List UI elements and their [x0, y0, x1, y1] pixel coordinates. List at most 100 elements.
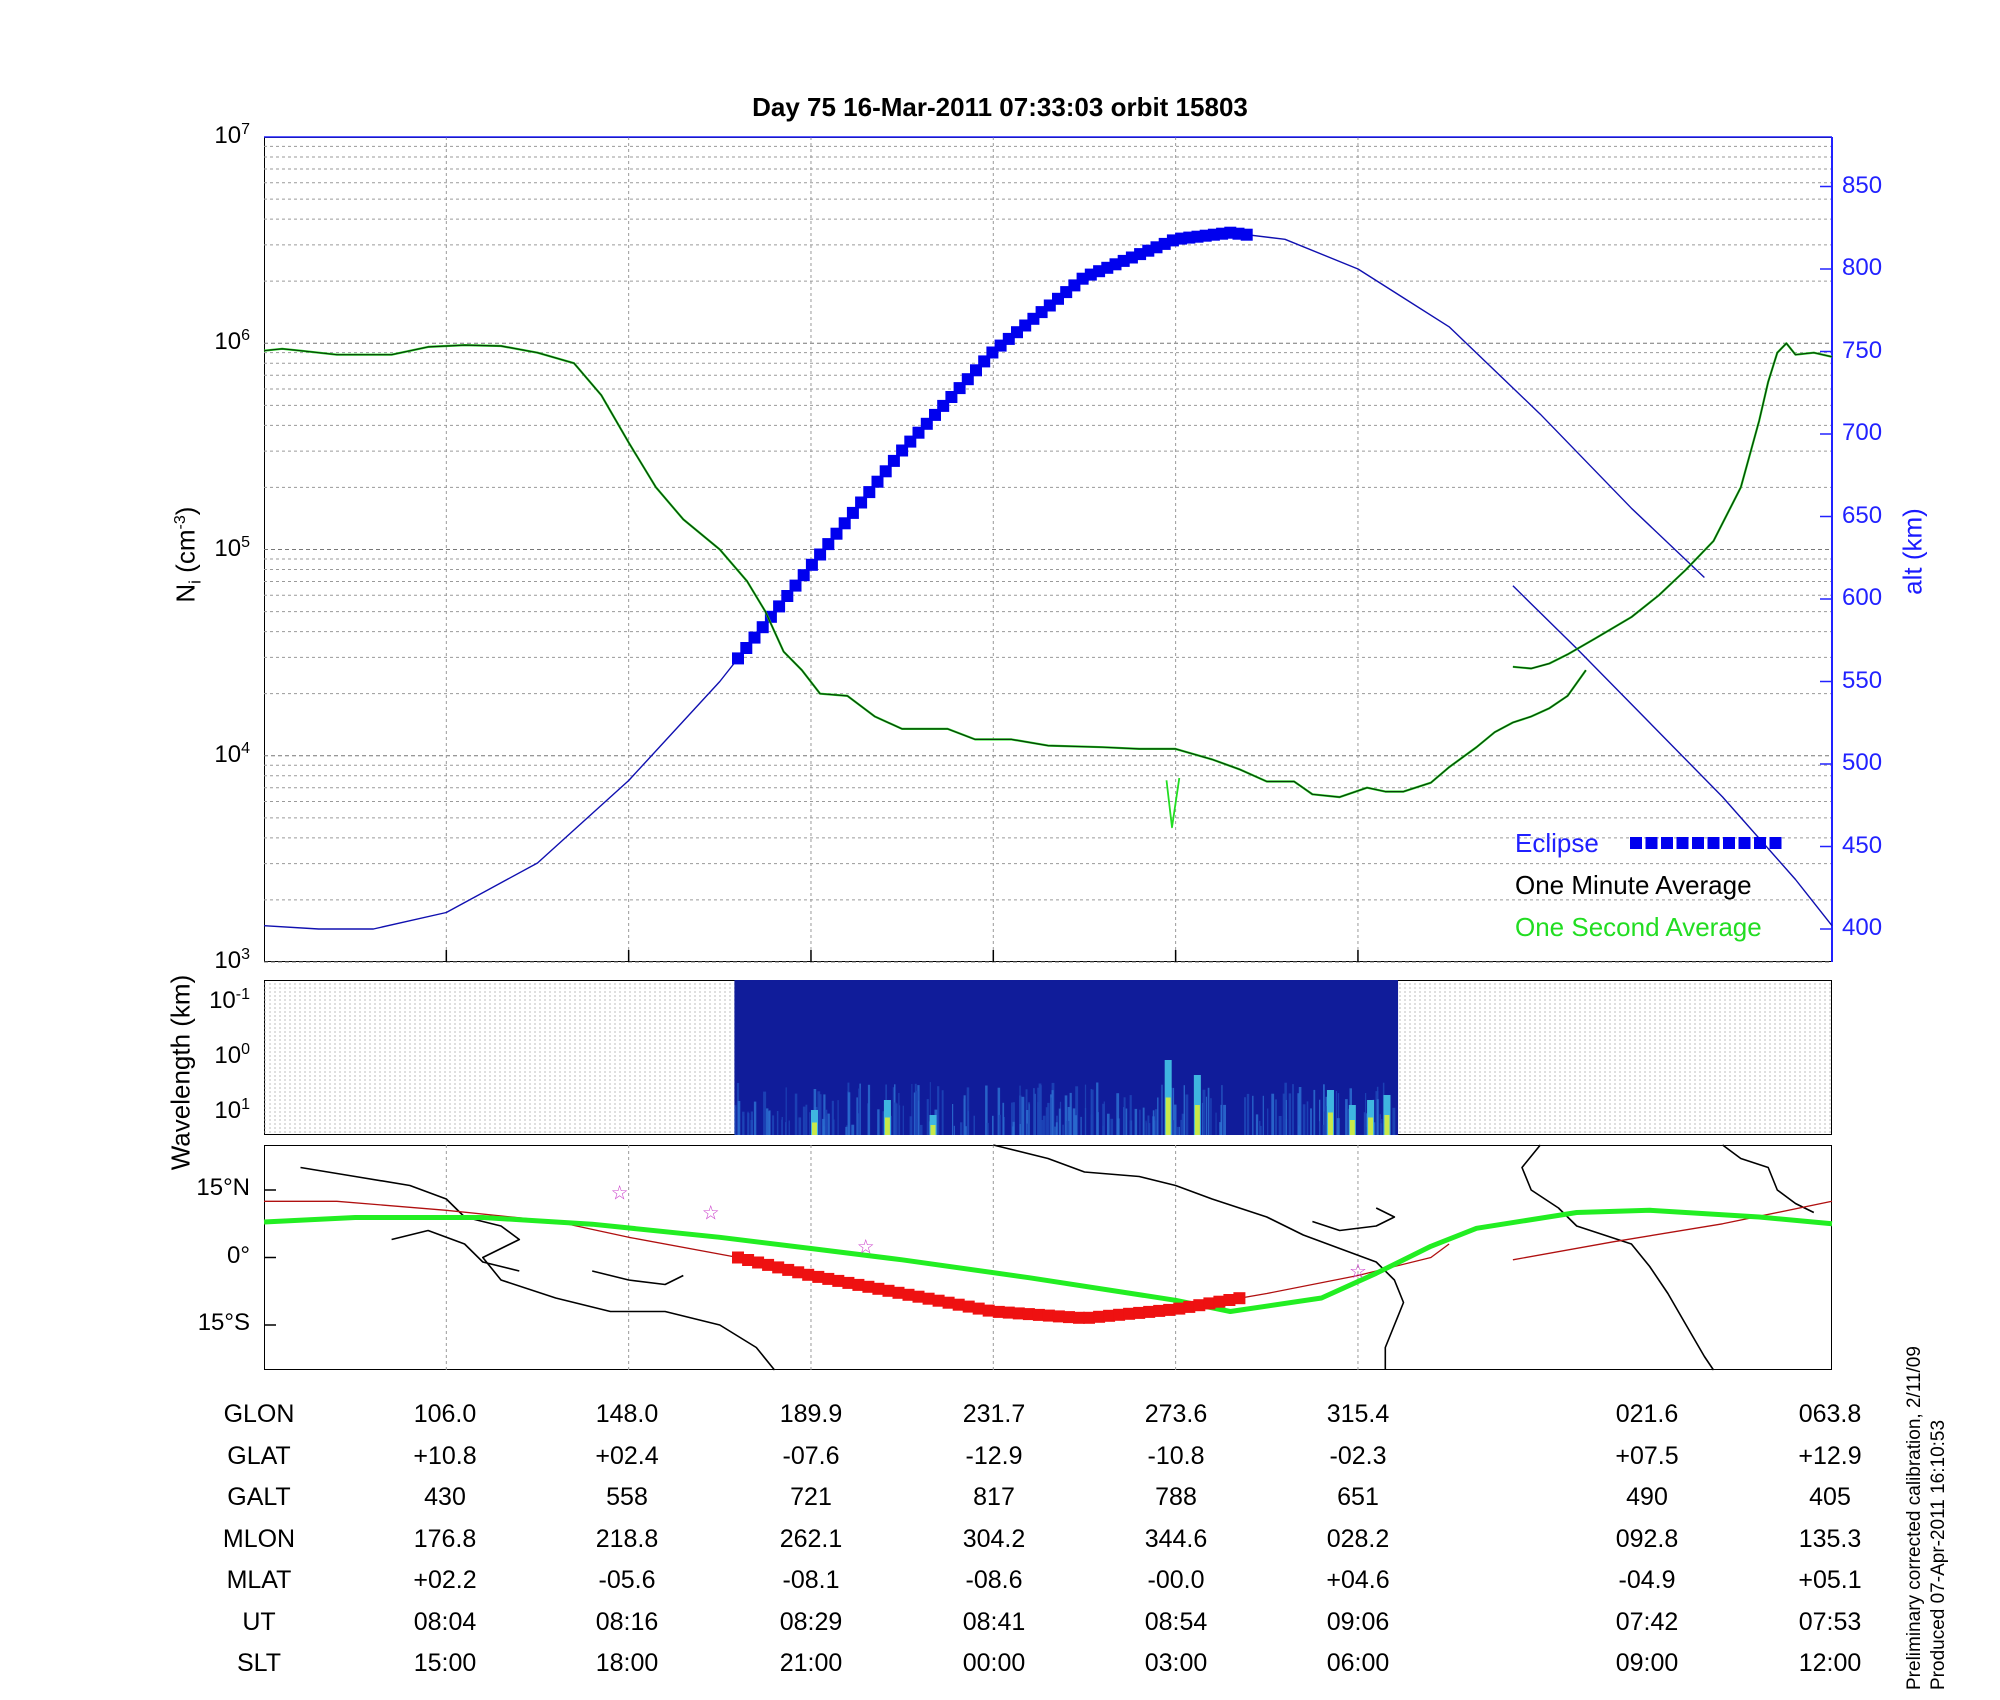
eclipse-track-marker: [782, 1263, 795, 1276]
spectrogram-streak: [1047, 1102, 1050, 1135]
table-cell: 00:00: [962, 1649, 1026, 1677]
spectrogram-streak: [1051, 1090, 1054, 1135]
altitude-axis-label: alt (km): [1897, 508, 1928, 595]
spectrogram-streak: [1012, 1102, 1015, 1135]
spectrogram-streak: [1074, 1115, 1078, 1135]
spectrogram-streak: [1381, 1119, 1383, 1135]
spectrogram-streak: [1019, 1085, 1021, 1135]
eclipse-marker: [814, 548, 827, 561]
table-cell: 18:00: [595, 1649, 659, 1677]
spectrogram-streak: [785, 1087, 787, 1135]
table-cell: +05.1: [1798, 1566, 1862, 1594]
spectrogram-streak: [895, 1103, 898, 1135]
spectrogram-streak: [892, 1087, 895, 1135]
spectrogram-streak: [823, 1094, 826, 1135]
spectrogram-streak: [1244, 1097, 1246, 1135]
altitude-line-2: [1512, 585, 1833, 927]
spectrogram-streak: [1147, 1115, 1150, 1135]
table-row-label: UT: [242, 1607, 276, 1636]
spectrogram-streak: [1323, 1084, 1325, 1135]
spectrogram-streak: [831, 1100, 834, 1135]
spectrogram-streak: [781, 1117, 783, 1135]
spectrogram-streak: [1171, 1120, 1175, 1135]
spectrogram-streak: [928, 1121, 930, 1135]
tick-base: 10: [209, 987, 236, 1014]
spectrogram-streak: [1259, 1120, 1261, 1135]
table-cell: 09:06: [1326, 1607, 1390, 1636]
eclipse-track-marker: [962, 1300, 975, 1313]
spectrogram-streak: [894, 1102, 897, 1135]
spectrogram-streak: [837, 1100, 839, 1135]
eclipse-track-marker: [892, 1286, 905, 1299]
spectrogram-streak: [998, 1114, 1001, 1135]
altitude-tick-label: 400: [1842, 914, 1883, 941]
spectrogram-streak: [1319, 1121, 1321, 1135]
spectrogram-streak: [794, 1093, 798, 1135]
spectrogram-streak: [1117, 1118, 1120, 1135]
table-cell: +07.5: [1615, 1441, 1679, 1470]
eclipse-track-marker: [1213, 1295, 1226, 1308]
table-cell: 218.8: [595, 1524, 659, 1553]
table-cell: +04.6: [1326, 1566, 1390, 1594]
legend-eclipse-square: [1692, 837, 1704, 849]
spectrogram-streak: [851, 1124, 855, 1135]
spectrogram-streak: [1026, 1110, 1029, 1135]
spectrogram-streak: [742, 1111, 745, 1135]
spectrogram-streak: [1379, 1114, 1381, 1135]
tick-exp: 6: [241, 327, 250, 345]
eclipse-track-marker: [1133, 1306, 1146, 1319]
eclipse-marker: [855, 496, 868, 509]
spectrogram-streak: [1039, 1085, 1042, 1135]
tick-base: 10: [214, 122, 242, 149]
eclipse-track-marker: [1012, 1307, 1025, 1320]
spectrogram-streak: [1066, 1121, 1070, 1135]
spectrogram-streak: [763, 1091, 767, 1135]
spectrogram-streak: [818, 1094, 822, 1135]
spectrogram-streak: [1223, 1104, 1226, 1135]
spectrogram-streak: [1041, 1120, 1044, 1135]
table-cell: 558: [606, 1483, 648, 1511]
altitude-tick-label: 700: [1842, 419, 1883, 446]
eclipse-marker: [732, 652, 744, 665]
spectrogram-streak: [805, 1104, 808, 1135]
spectrogram-streak: [997, 1087, 1001, 1135]
legend-eclipse: Eclipse: [1515, 828, 1599, 858]
table-cell: 063.8: [1798, 1400, 1862, 1428]
eclipse-track-marker: [1223, 1294, 1236, 1306]
spectrogram-streak: [926, 1099, 929, 1135]
table-cell: 21:00: [779, 1649, 843, 1677]
table-cell: -08.1: [782, 1566, 840, 1594]
tick-exp: 0: [241, 1041, 250, 1058]
produced-note: Produced 07-Apr-2011 16:10:53: [1928, 1419, 1949, 1690]
spectrogram-streak: [898, 1093, 900, 1135]
eclipse-track-marker: [832, 1274, 845, 1287]
legend-eclipse-square: [1723, 837, 1735, 849]
coastline: [1312, 1207, 1396, 1232]
eclipse-track-marker: [812, 1270, 825, 1283]
table-cell: 07:42: [1615, 1607, 1679, 1636]
spectrogram-streak: [1297, 1093, 1300, 1135]
table-cell: 07:53: [1798, 1607, 1862, 1636]
spectrogram-streak: [1161, 1084, 1163, 1135]
calibration-note: Preliminary corrected calibration, 2/11/…: [1904, 1346, 1925, 1690]
wavelength-tick-label: 100: [160, 1041, 250, 1070]
spectrogram-streak: [1274, 1099, 1277, 1135]
spectrogram-streak: [1123, 1097, 1126, 1135]
tick-exp: 5: [241, 533, 250, 551]
spectrogram-streak: [1322, 1124, 1325, 1135]
spectrogram-streak: [1282, 1093, 1285, 1135]
spectrogram-streak: [1306, 1101, 1309, 1135]
tick-exp: 7: [241, 121, 250, 138]
spectrogram-streak: [1292, 1084, 1294, 1135]
legend-eclipse-square: [1661, 837, 1673, 849]
table-cell: 721: [790, 1483, 832, 1511]
spectrogram-streak: [1090, 1089, 1093, 1135]
spectrogram-streak: [1021, 1096, 1025, 1135]
spectrogram-streak: [867, 1084, 871, 1135]
spectrogram-streak: [1262, 1095, 1264, 1135]
legend-eclipse-square: [1676, 837, 1689, 849]
eclipse-track-marker: [822, 1272, 835, 1285]
spectrogram-streak: [1172, 1087, 1175, 1135]
eclipse-marker: [748, 631, 761, 644]
table-cell: 189.9: [779, 1400, 843, 1428]
